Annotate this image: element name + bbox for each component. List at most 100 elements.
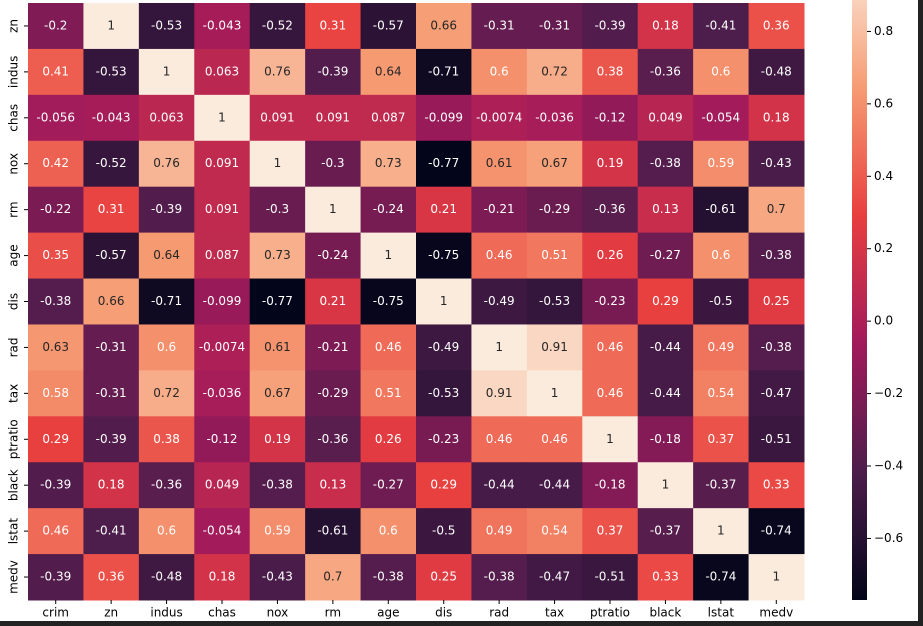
heatmap-cell: [28, 416, 84, 463]
heatmap-cell: [471, 94, 528, 142]
cell-label: 1: [772, 570, 780, 584]
cell-label: 0.51: [375, 386, 402, 400]
cell-label: 0.29: [652, 294, 679, 308]
heatmap-cell: [194, 416, 251, 463]
heatmap-cell: [582, 462, 639, 509]
colorbar-tick-label: −0.2: [874, 386, 903, 400]
heatmap-cell: [471, 278, 528, 325]
cell-label: 0.18: [652, 18, 679, 32]
cell-label: 0.72: [153, 386, 180, 400]
heatmap-cell: [83, 94, 140, 142]
y-tick-label: dis: [7, 293, 21, 310]
cell-label: 0.13: [652, 202, 679, 216]
heatmap-cell: [693, 186, 750, 234]
cell-label: 0.63: [42, 340, 69, 354]
cell-label: -0.27: [373, 478, 404, 492]
colorbar-tick-label: 0.4: [874, 169, 893, 183]
cell-label: 0.67: [541, 156, 568, 170]
cell-label: 0.29: [42, 432, 69, 446]
heatmap-cell: [637, 278, 694, 325]
heatmap-cell: [416, 278, 472, 325]
cell-label: 0.49: [707, 340, 734, 354]
cell-label: -0.44: [539, 478, 570, 492]
cell-label: 0.087: [371, 110, 405, 124]
heatmap-cell: [28, 278, 84, 325]
heatmap-cell: [249, 508, 306, 555]
cell-label: -0.52: [96, 156, 127, 170]
heatmap-cell: [471, 3, 528, 50]
x-tick-label: nox: [267, 606, 289, 620]
heatmap-cell: [748, 48, 805, 96]
cell-label: -0.49: [428, 340, 459, 354]
cell-label: 0.37: [707, 432, 734, 446]
cell-label: 1: [551, 386, 559, 400]
cell-label: -0.31: [96, 386, 127, 400]
heatmap-cell: [28, 554, 84, 601]
heatmap-cell: [28, 462, 84, 509]
cell-label: 0.31: [98, 202, 125, 216]
heatmap-cell: [360, 140, 417, 188]
cell-label: -0.24: [373, 202, 404, 216]
cell-label: -0.036: [535, 110, 574, 124]
cell-label: -0.53: [151, 18, 182, 32]
heatmap-cell: [305, 462, 362, 509]
heatmap-cell: [471, 508, 528, 555]
cell-label: 1: [274, 156, 282, 170]
cell-label: 0.29: [430, 478, 457, 492]
cell-label: 0.91: [541, 340, 568, 354]
cell-label: -0.71: [428, 64, 459, 78]
cell-label: 0.049: [205, 478, 239, 492]
heatmap-cell: [526, 3, 583, 50]
cell-label: 0.21: [430, 202, 457, 216]
window-edge: [918, 0, 923, 626]
cell-label: -0.39: [317, 64, 348, 78]
heatmap-cell: [194, 140, 251, 188]
heatmap-cell: [249, 3, 306, 50]
x-tick-label: lstat: [708, 606, 735, 620]
cell-label: -0.38: [484, 570, 515, 584]
cell-label: -0.3: [266, 202, 289, 216]
cell-label: 0.46: [375, 340, 402, 354]
cell-label: 0.6: [711, 64, 730, 78]
heatmap-cell: [693, 232, 750, 280]
heatmap-cell: [526, 186, 583, 234]
heatmap-cell: [138, 462, 195, 509]
heatmap-cell: [28, 508, 84, 555]
cell-label: -0.36: [650, 64, 681, 78]
cell-label: 0.72: [541, 64, 568, 78]
heatmap-cell: [249, 48, 306, 96]
heatmap-cell: [138, 370, 195, 417]
heatmap-cell: [249, 462, 306, 509]
cell-label: -0.48: [151, 570, 182, 584]
cell-label: -0.44: [650, 340, 681, 354]
heatmap-cell: [582, 416, 639, 463]
heatmap-cell: [416, 48, 472, 96]
cell-label: -0.53: [428, 386, 459, 400]
cell-label: -0.12: [206, 432, 237, 446]
cell-label: 0.58: [42, 386, 69, 400]
heatmap-cell: [748, 278, 805, 325]
cell-label: 1: [440, 294, 448, 308]
heatmap-cell: [693, 416, 750, 463]
heatmap-cell: [83, 48, 140, 96]
cell-label: 1: [495, 340, 503, 354]
cell-label: 0.76: [264, 64, 291, 78]
heatmap-cell: [28, 324, 84, 371]
colorbar-tick-label: 0.8: [874, 24, 893, 38]
cell-label: -0.099: [424, 110, 463, 124]
heatmap-cell: [637, 554, 694, 601]
cell-label: 0.64: [375, 64, 402, 78]
heatmap-cell: [305, 554, 362, 601]
cell-label: -0.47: [761, 386, 792, 400]
cell-label: -0.23: [594, 294, 625, 308]
heatmap-cell: [360, 94, 417, 142]
cell-label: 0.91: [486, 386, 513, 400]
cell-label: -0.043: [92, 110, 131, 124]
cell-label: -0.043: [203, 18, 242, 32]
heatmap-cell: [526, 140, 583, 188]
heatmap-cell: [305, 186, 362, 234]
cell-label: 0.76: [153, 156, 180, 170]
heatmap-cell: [83, 462, 140, 509]
cell-label: 1: [218, 110, 226, 124]
